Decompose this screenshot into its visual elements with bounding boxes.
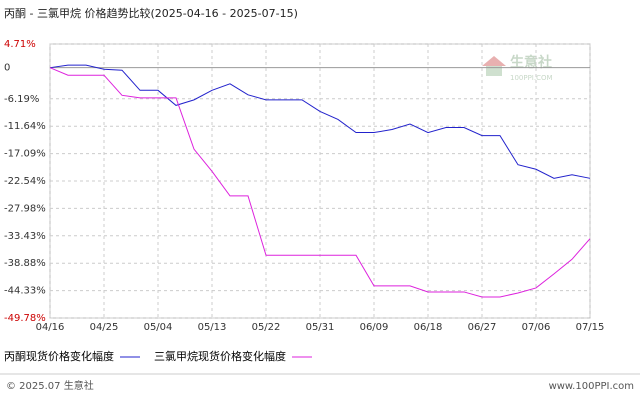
y-tick-label: -44.33% [4, 286, 46, 297]
x-tick-label: 04/25 [90, 322, 119, 333]
y-tick-label: 0 [4, 63, 10, 74]
x-tick-label: 05/22 [252, 322, 281, 333]
y-tick-label: -17.09% [4, 149, 46, 160]
y-tick-label: -33.43% [4, 231, 46, 242]
chart-title: 丙酮 - 三氯甲烷 价格趋势比较(2025-04-16 - 2025-07-15… [4, 6, 298, 20]
copyright: © 2025.07 生意社 [6, 379, 94, 392]
watermark: 生意社 [510, 54, 552, 71]
logo-roof [482, 56, 506, 66]
x-tick-label: 06/09 [360, 322, 389, 333]
x-tick-label: 06/18 [414, 322, 443, 333]
x-tick-label: 07/15 [576, 322, 605, 333]
x-tick-label: 05/31 [306, 322, 335, 333]
x-tick-label: 04/16 [36, 322, 65, 333]
y-tick-label: -11.64% [4, 121, 46, 132]
watermark-logo: 生意社 100PPI.COM [482, 54, 553, 82]
x-tick-label: 05/04 [144, 322, 173, 333]
watermark-sub: 100PPI.COM [510, 74, 553, 82]
y-tick-label: -6.19% [4, 94, 39, 105]
y-tick-label: -49.78% [4, 313, 46, 324]
logo-body [486, 66, 502, 76]
x-tick-label: 05/13 [198, 322, 227, 333]
series-line [49, 67, 591, 298]
legend-label: 三氯甲烷现货价格变化幅度 [154, 349, 286, 363]
x-tick-label: 06/27 [468, 322, 497, 333]
y-tick-label: 4.71% [4, 39, 36, 50]
x-tick-label: 07/06 [522, 322, 551, 333]
y-tick-label: -27.98% [4, 203, 46, 214]
website: www.100PPI.com [549, 381, 634, 392]
y-tick-label: -22.54% [4, 176, 46, 187]
legend-label: 丙酮现货价格变化幅度 [4, 349, 114, 363]
y-tick-label: -38.88% [4, 258, 46, 269]
series-line [49, 64, 591, 179]
